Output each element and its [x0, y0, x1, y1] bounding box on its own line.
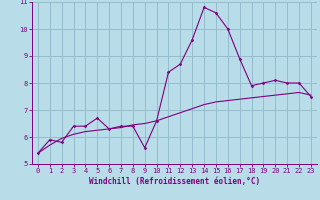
X-axis label: Windchill (Refroidissement éolien,°C): Windchill (Refroidissement éolien,°C) [89, 177, 260, 186]
